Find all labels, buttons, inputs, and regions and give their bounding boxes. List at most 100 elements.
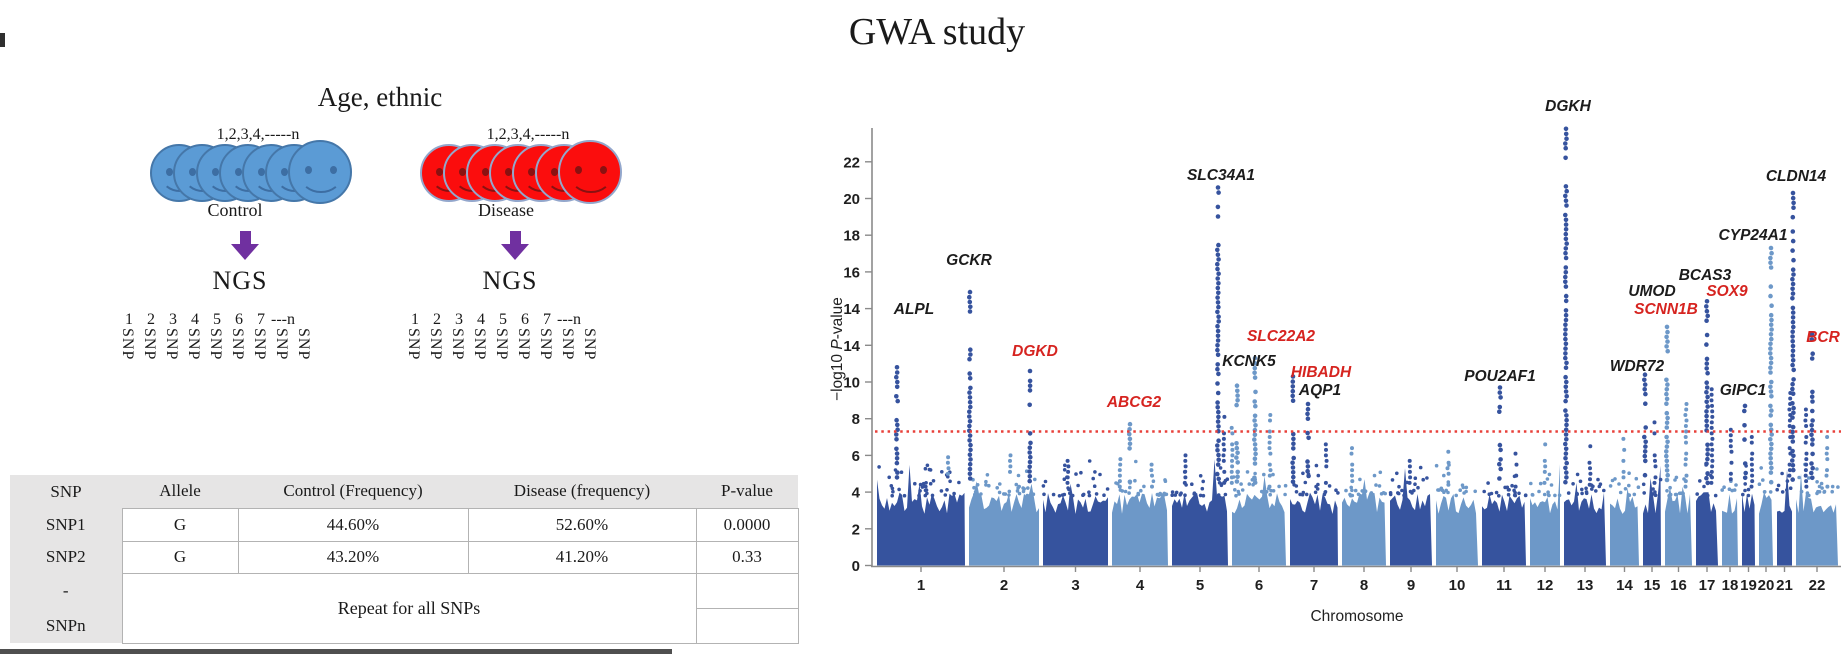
cell-p-value-empty xyxy=(695,607,799,644)
cell-p-value: 0.33 xyxy=(695,540,799,574)
y-tick-label: 18 xyxy=(843,228,860,245)
snp-frequency-table: SNP Allele Control (Frequency) Disease (… xyxy=(10,475,799,644)
chromosome-tick-label: 20 xyxy=(1758,577,1775,594)
chromosome-tick-label: 12 xyxy=(1537,577,1554,594)
y-tick-label: 14 xyxy=(843,301,860,318)
snp-number: 5 xyxy=(499,311,507,328)
chromosome-tick-label: 3 xyxy=(1071,577,1079,594)
chromosome-tick-label: 7 xyxy=(1310,577,1318,594)
chromosome-tick-label: 10 xyxy=(1449,577,1466,594)
snp-number: 2 xyxy=(147,311,155,328)
chromosome-tick-label: 5 xyxy=(1196,577,1204,594)
header-control-frequency: Control (Frequency) xyxy=(238,475,468,508)
bottom-divider xyxy=(0,649,672,654)
smile-icon xyxy=(299,159,342,194)
chromosome-tick-label: 6 xyxy=(1255,577,1263,594)
repeat-note: Repeat for all SNPs xyxy=(121,572,697,644)
cell-allele: G xyxy=(121,507,239,542)
chromosome-tick-label: 8 xyxy=(1360,577,1368,594)
gene-label-KCNK5: KCNK5 xyxy=(1222,353,1276,370)
snp-number: 1 xyxy=(411,311,419,328)
y-tick-label: 14 xyxy=(843,338,860,355)
gene-label-BCR: BCR xyxy=(1806,329,1840,346)
table-footer-row: - Repeat for all SNPs xyxy=(10,572,799,644)
y-axis-label: −log10 P-value xyxy=(829,297,846,401)
smiley-face xyxy=(558,140,622,204)
gene-label-WDR72: WDR72 xyxy=(1610,358,1665,375)
gene-label-CLDN14: CLDN14 xyxy=(1766,168,1827,185)
chromosome-tick-label: 1 xyxy=(917,577,925,594)
down-arrow-icon xyxy=(501,231,529,260)
snp-list-disease: 1 SNP 2 SNP 3 SNP 4 SNP 5 SNP 6 SNP 7 SNP ---n SNP SNP xyxy=(404,311,634,373)
header-disease-frequency: Disease (frequency) xyxy=(468,475,696,508)
gene-label-GCKR: GCKR xyxy=(946,252,992,269)
ngs-label-control: NGS xyxy=(212,266,268,295)
snp-number: ---n xyxy=(557,311,581,328)
snp-list-control: 1 SNP 2 SNP 3 SNP 4 SNP 5 SNP 6 SNP 7 SNP ---n SNP SNP xyxy=(118,311,348,373)
chromosome-tick-label: 19 xyxy=(1740,577,1757,594)
chromosome-tick-label: 13 xyxy=(1577,577,1594,594)
chromosome-tick-label: 14 xyxy=(1616,577,1633,594)
table-header-row: SNP Allele Control (Frequency) Disease (… xyxy=(10,475,798,508)
gene-label-BCAS3: BCAS3 xyxy=(1679,267,1732,284)
y-tick-label: 10 xyxy=(843,375,860,392)
gene-label-SCNN1B: SCNN1B xyxy=(1634,301,1698,318)
chromosome-tick-label: 18 xyxy=(1722,577,1739,594)
cell-snp-dash: - xyxy=(10,573,122,608)
y-tick-label: 2 xyxy=(852,521,860,538)
cell-snp: SNP2 xyxy=(10,541,122,573)
edge-artifact xyxy=(0,33,5,47)
chromosome-tick-label: 15 xyxy=(1644,577,1661,594)
snp-number: 6 xyxy=(521,311,529,328)
x-axis-label: Chromosome xyxy=(1310,608,1404,625)
gene-label-SLC22A2: SLC22A2 xyxy=(1247,328,1315,345)
cell-snp: SNP1 xyxy=(10,508,122,541)
snp-number: 5 xyxy=(213,311,221,328)
y-tick-label: 8 xyxy=(852,411,860,428)
gene-label-SOX9: SOX9 xyxy=(1706,283,1748,300)
y-tick-label: 0 xyxy=(852,558,860,575)
gene-label-AQP1: AQP1 xyxy=(1298,382,1341,399)
chromosome-tick-label: 22 xyxy=(1809,577,1826,594)
chromosome-tick-label: 21 xyxy=(1776,577,1793,594)
chromosome-tick-label: 4 xyxy=(1136,577,1145,594)
gene-label-HIBADH: HIBADH xyxy=(1291,364,1352,381)
chromosome-tick-label: 11 xyxy=(1496,577,1512,594)
chromosome-tick-label: 16 xyxy=(1670,577,1687,594)
y-tick-label: 20 xyxy=(843,191,860,208)
gene-label-POU2AF1: POU2AF1 xyxy=(1464,368,1536,385)
snp-number: 4 xyxy=(191,311,199,328)
covariates-label: Age, ethnic xyxy=(317,82,443,112)
smile-icon xyxy=(569,159,612,194)
smiley-face xyxy=(288,140,352,204)
gene-label-ALPL: ALPL xyxy=(893,301,934,318)
gene-label-ABCG2: ABCG2 xyxy=(1106,394,1162,411)
chromosome-tick-label: 9 xyxy=(1407,577,1415,594)
gene-label-SLC34A1: SLC34A1 xyxy=(1187,167,1255,184)
header-p-value: P-value xyxy=(696,475,798,508)
cell-disease-frequency: 41.20% xyxy=(467,540,697,574)
down-arrow-icon xyxy=(231,231,259,260)
table-row: SNP2 G 43.20% 41.20% 0.33 xyxy=(10,540,799,574)
snp-number: 3 xyxy=(169,311,177,328)
face-group-disease xyxy=(420,140,630,206)
y-tick-label: 6 xyxy=(852,448,860,465)
gene-label-CYP24A1: CYP24A1 xyxy=(1719,227,1788,244)
y-tick-label: 4 xyxy=(852,485,861,502)
gene-label-DGKD: DGKD xyxy=(1012,343,1058,360)
snp-number: 2 xyxy=(433,311,441,328)
face-group-control xyxy=(150,140,360,206)
disease-group-label: Disease xyxy=(478,200,534,220)
chromosome-tick-label: 2 xyxy=(1000,577,1008,594)
disease-count-label: 1,2,3,4,-----n xyxy=(486,126,570,143)
snp-number: ---n xyxy=(271,311,295,328)
cell-control-frequency: 43.20% xyxy=(237,540,469,574)
y-tick-label: 22 xyxy=(843,154,860,171)
control-group-label: Control xyxy=(207,200,263,220)
header-snp: SNP xyxy=(10,475,122,508)
ngs-label-disease: NGS xyxy=(482,266,538,295)
gene-label-UMOD: UMOD xyxy=(1628,283,1675,300)
snp-number: 4 xyxy=(477,311,485,328)
header-allele: Allele xyxy=(122,475,238,508)
